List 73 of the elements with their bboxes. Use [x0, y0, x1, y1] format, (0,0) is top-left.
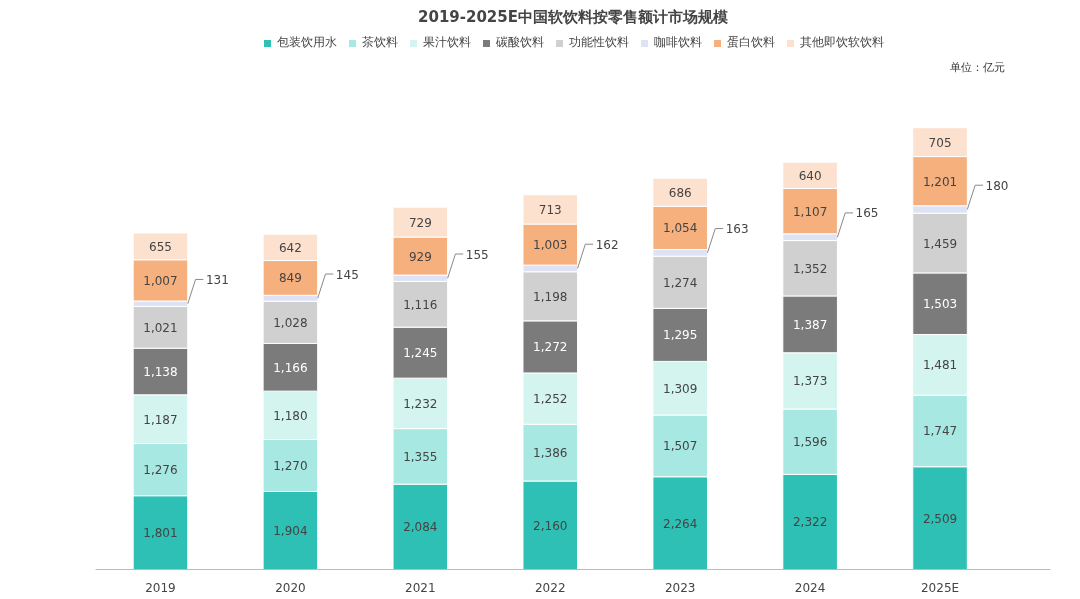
data-label: 705	[928, 135, 952, 150]
data-label: 1,270	[273, 458, 308, 473]
text: 单位：亿元	[950, 60, 1006, 74]
data-label: 1,387	[792, 317, 828, 332]
data-label: 686	[668, 185, 692, 200]
data-label: 1,904	[273, 524, 308, 538]
data-label: 1,276	[143, 463, 178, 478]
data-label: 1,747	[922, 424, 958, 439]
data-label: 642	[278, 240, 302, 255]
data-label: 2,509	[922, 511, 958, 526]
data-label: 1,507	[663, 439, 698, 454]
data-label: 1,007	[143, 273, 178, 288]
x-tick-label: 2022	[534, 580, 566, 595]
data-label: 163	[725, 222, 749, 237]
legend-label: 碳酸饮料	[495, 34, 544, 51]
data-label: 1,596	[792, 435, 828, 450]
data-label: 1,373	[792, 374, 828, 389]
data-label: 1,272	[533, 340, 568, 355]
data-label: 1,801	[143, 526, 178, 541]
data-label: 1,352	[792, 261, 828, 276]
data-label: 2,264	[663, 516, 698, 531]
data-label: 1,166	[273, 360, 308, 375]
legend-label: 咖啡饮料	[653, 34, 702, 51]
data-label: 1,003	[533, 238, 568, 253]
data-label: 165	[855, 206, 879, 221]
data-label: 162	[595, 237, 619, 252]
data-label: 640	[798, 168, 822, 183]
data-label: 145	[335, 267, 359, 282]
data-label: 180	[985, 178, 1009, 193]
data-label: 2,160	[533, 518, 568, 533]
data-label: 1,459	[922, 236, 958, 251]
data-label: 655	[149, 239, 172, 254]
data-label: 155	[465, 247, 489, 262]
data-label: 1,116	[403, 297, 438, 312]
x-tick-label: 2024	[794, 580, 826, 595]
legend-label: 包装饮用水	[276, 34, 337, 51]
legend-label: 功能性饮料	[568, 34, 629, 51]
data-label: 1,481	[922, 358, 958, 373]
x-tick-label: 2021	[405, 580, 436, 595]
data-label: 713	[538, 202, 562, 217]
data-label: 1,198	[533, 289, 568, 304]
data-label: 2,084	[403, 520, 438, 535]
data-label: 1,107	[792, 204, 828, 219]
data-label: 1,028	[273, 315, 308, 330]
chart-title: 2019-2025E中国软饮料按零售额计市场规模	[418, 7, 729, 26]
data-label: 1,232	[403, 396, 438, 411]
legend-label: 其他即饮软饮料	[799, 34, 884, 51]
legend-label: 果汁饮料	[422, 34, 471, 51]
data-label: 1,503	[922, 297, 958, 312]
legend-label: 蛋白饮料	[726, 34, 775, 51]
data-label: 1,187	[143, 412, 178, 427]
data-label: 1,386	[533, 446, 568, 461]
data-label: 1,309	[663, 381, 698, 396]
data-label: 729	[408, 215, 432, 230]
data-label: 131	[205, 272, 229, 287]
data-label: 1,138	[143, 365, 178, 380]
data-label: 1,355	[403, 449, 438, 464]
data-label: 929	[408, 249, 432, 264]
x-tick-label: 2025E	[921, 580, 960, 595]
legend-label: 茶饮料	[361, 34, 398, 51]
data-label: 849	[278, 271, 302, 286]
data-label: 1,295	[663, 328, 698, 343]
x-tick-label: 2019	[145, 580, 176, 595]
x-tick-label: 2020	[275, 580, 306, 595]
data-label: 1,274	[663, 275, 698, 290]
x-tick-label: 2023	[664, 580, 696, 595]
data-label: 1,021	[143, 320, 178, 335]
data-label: 2,322	[792, 515, 828, 530]
data-label: 1,180	[273, 408, 308, 423]
data-label: 1,054	[663, 221, 698, 236]
data-label: 1,252	[533, 392, 568, 407]
data-label: 1,201	[922, 174, 958, 189]
data-label: 1,245	[403, 346, 438, 361]
